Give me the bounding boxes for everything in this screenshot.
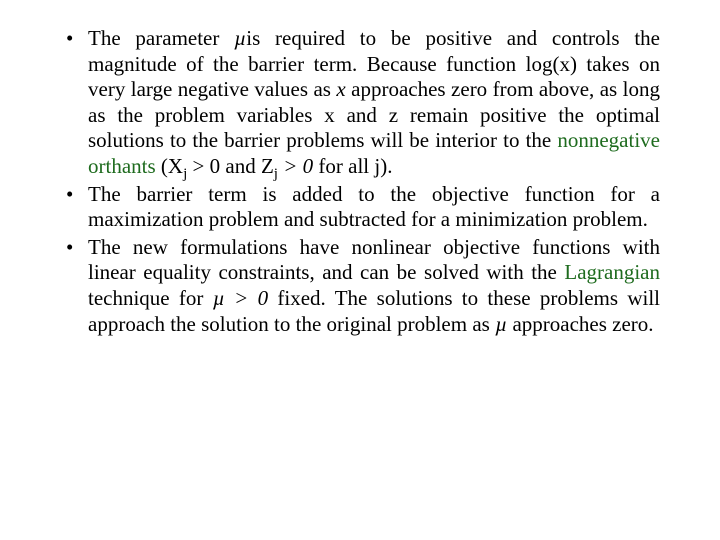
mu-symbol: µ	[234, 26, 246, 50]
slide-body: The parameter µis required to be positiv…	[0, 0, 720, 540]
list-item: The new formulations have nonlinear obje…	[60, 235, 660, 337]
text-run: > 0 and Z	[187, 154, 274, 178]
link-lagrangian[interactable]: Lagrangian	[564, 260, 660, 284]
mu-gt-zero: µ > 0	[213, 286, 268, 310]
text-run: approaches zero.	[507, 312, 653, 336]
mu-symbol: µ	[495, 312, 507, 336]
text-run: (X	[156, 154, 183, 178]
text-run: for all j).	[313, 154, 392, 178]
text-run: technique for	[88, 286, 213, 310]
list-item: The parameter µis required to be positiv…	[60, 26, 660, 180]
gt-zero: > 0	[283, 154, 313, 178]
text-run: The parameter	[88, 26, 234, 50]
list-item: The barrier term is added to the objecti…	[60, 182, 660, 233]
var-x: x	[336, 77, 345, 101]
text-run: The barrier term is added to the objecti…	[88, 182, 660, 232]
bullet-list: The parameter µis required to be positiv…	[60, 26, 660, 337]
